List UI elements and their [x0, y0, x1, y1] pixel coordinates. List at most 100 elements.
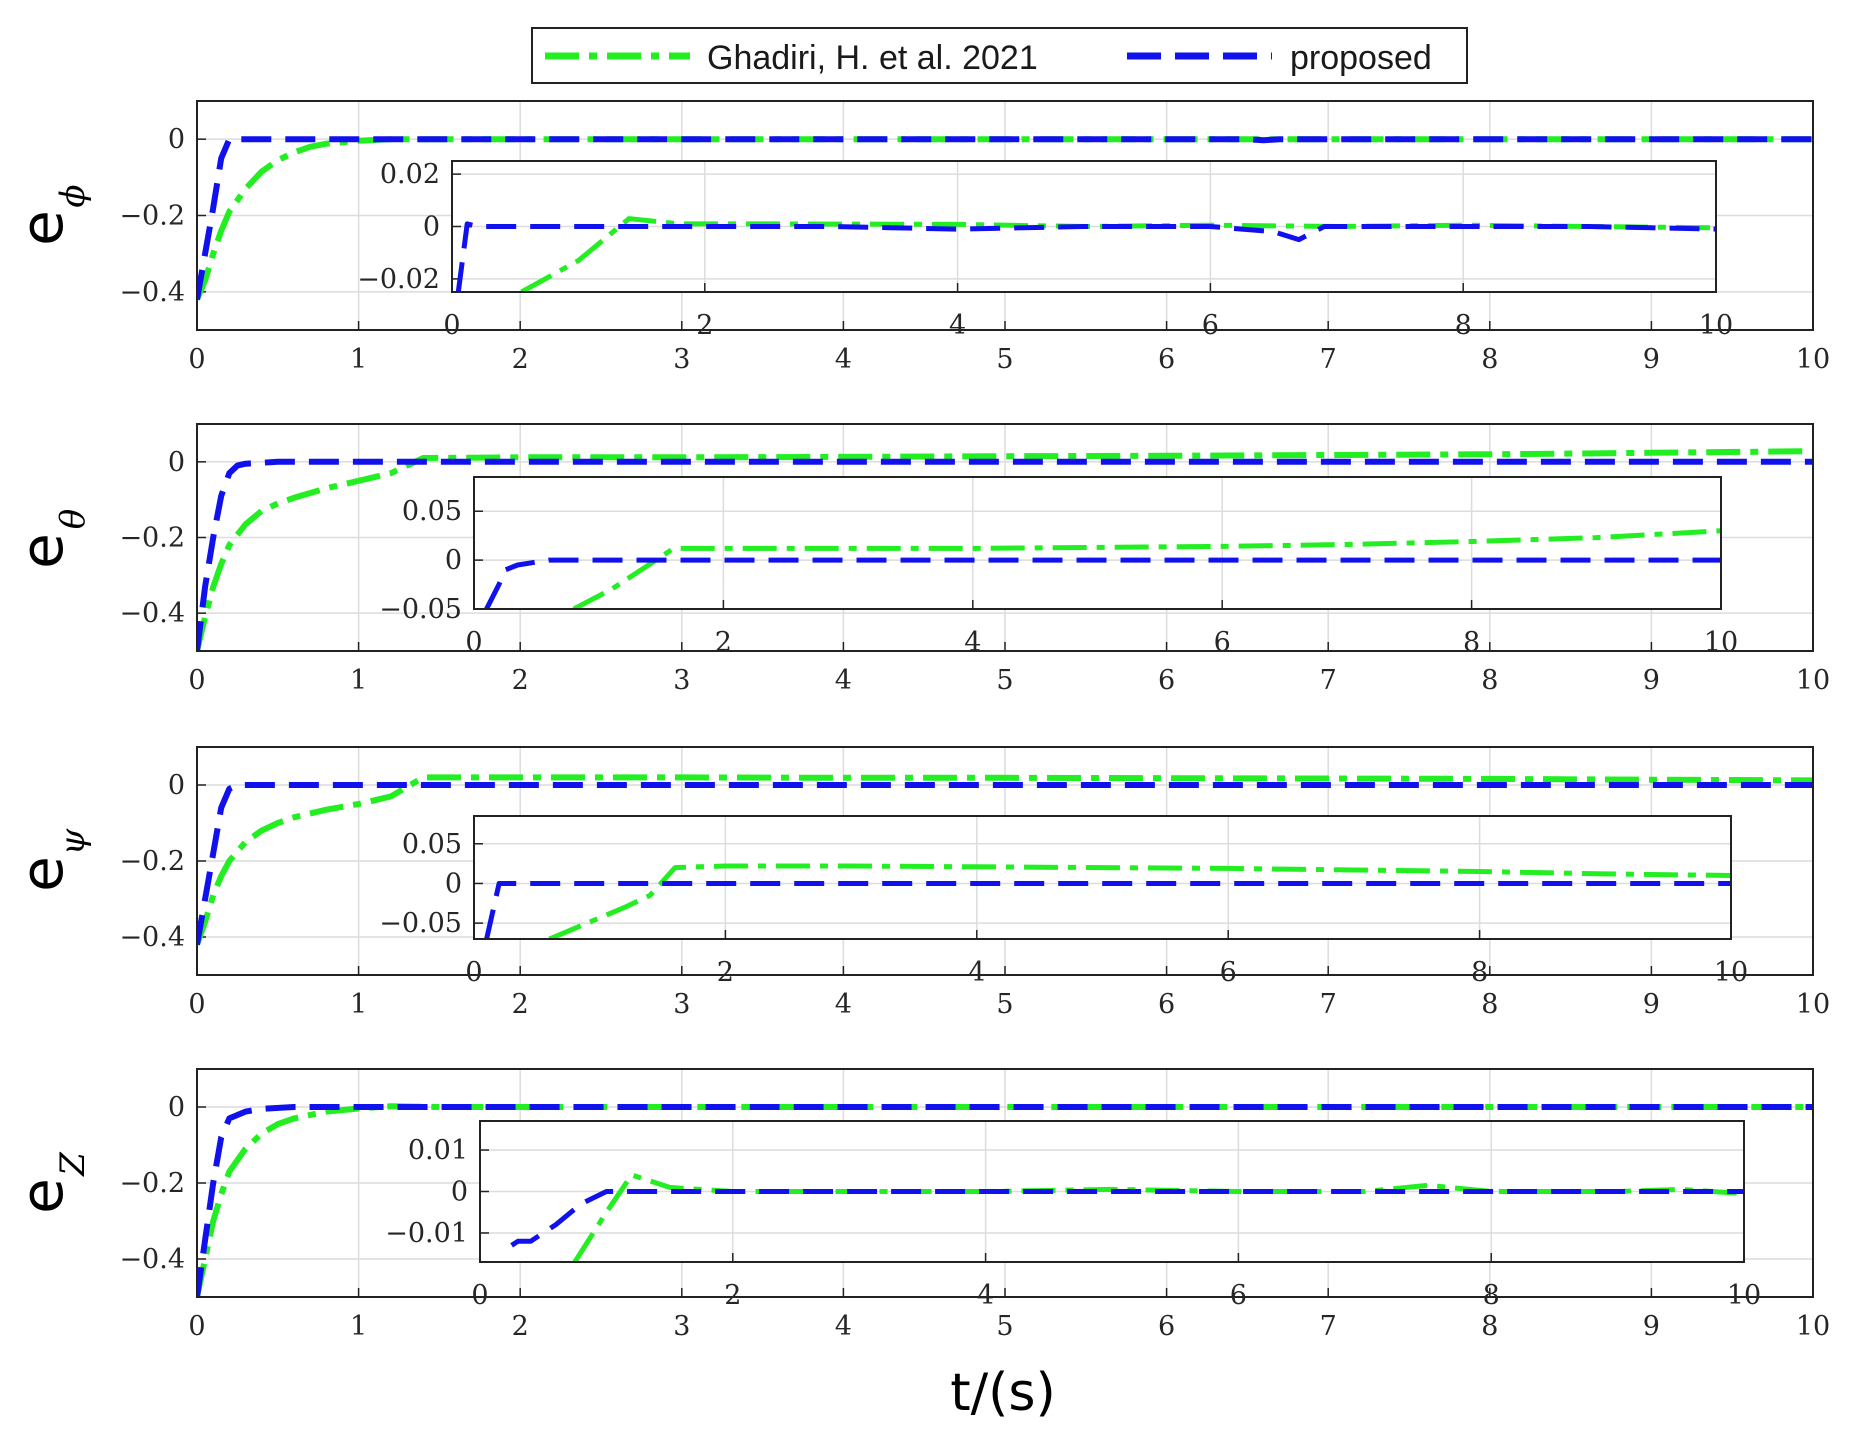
- inset-psi-ytick-label: −0.05: [379, 908, 462, 939]
- inset-phi-xtick-label: 4: [949, 310, 966, 341]
- panel-phi-ylabel-main: e: [8, 210, 76, 246]
- panel-z-xtick-label: 1: [350, 1311, 367, 1342]
- inset-theta-xtick-label: 4: [964, 627, 981, 658]
- panel-z-xtick-label: 7: [1320, 1311, 1337, 1342]
- inset-theta-axes: 0 2 4 6 8 100.050−0.05: [379, 476, 1738, 658]
- inset-theta-xtick-label: 6: [1214, 627, 1231, 658]
- panel-psi-ytick-label: −0.2: [119, 846, 185, 877]
- inset-z-xtick-label: 6: [1230, 1280, 1247, 1311]
- panel-z-ytick-label: −0.4: [119, 1244, 185, 1275]
- panel-phi-xtick-label: 6: [1158, 344, 1175, 375]
- panel-theta-xtick-label: 2: [512, 665, 529, 696]
- inset-psi-series-ghadiri: [548, 863, 1731, 939]
- inset-phi-ytick-label: 0.02: [380, 159, 440, 190]
- inset-z-xtick-label: 4: [977, 1280, 994, 1311]
- inset-theta-xtick-label: 8: [1463, 627, 1480, 658]
- panel-theta-xtick-label: 3: [673, 665, 690, 696]
- panel-z-xtick-label: 4: [835, 1311, 852, 1342]
- inset-psi-background: [474, 816, 1731, 939]
- panel-psi-xtick-label: 2: [512, 989, 529, 1020]
- inset-z-xtick-label: 8: [1483, 1280, 1500, 1311]
- panel-psi-xtick-label: 9: [1643, 989, 1660, 1020]
- inset-phi-xtick-label: 6: [1202, 310, 1219, 341]
- panel-theta-frame: [196, 423, 1814, 652]
- inset-z-frame: [479, 1120, 1745, 1263]
- inset-theta-ytick-label: 0.05: [402, 496, 462, 527]
- panel-z-xtick-label: 0: [188, 1311, 205, 1342]
- inset-psi-xtick-label: 0: [465, 957, 482, 988]
- panel-theta-ytick-label: −0.4: [119, 598, 185, 629]
- panel-z-xtick-label: 10: [1796, 1311, 1830, 1342]
- panel-z-xtick-label: 6: [1158, 1311, 1175, 1342]
- inset-psi-series-group: [484, 863, 1731, 939]
- panel-theta-ylabel: eθ: [8, 509, 93, 569]
- inset-psi-ytick-label: 0: [445, 868, 462, 899]
- panel-phi-xtick-label: 2: [512, 344, 529, 375]
- panel-z-xtick-label: 2: [512, 1311, 529, 1342]
- panel-theta-xtick-label: 4: [835, 665, 852, 696]
- panel-z-xtick-label: 3: [673, 1311, 690, 1342]
- panel-psi-xtick-label: 6: [1158, 989, 1175, 1020]
- panel-phi-ytick-label: −0.4: [119, 277, 185, 308]
- panel-phi-xtick-label: 1: [350, 344, 367, 375]
- panel-z-ylabel-sub: Z: [53, 1151, 93, 1177]
- inset-psi-xtick-label: 2: [717, 957, 734, 988]
- panel-phi-xtick-label: 8: [1481, 344, 1498, 375]
- inset-theta-ytick-label: 0: [445, 545, 462, 576]
- inset-phi-frame: [451, 160, 1717, 293]
- inset-psi-xtick-label: 8: [1471, 957, 1488, 988]
- inset-phi-axes: 0 2 4 6 8 100.020−0.02: [357, 159, 1733, 341]
- inset-z-series-group: [510, 1172, 1744, 1262]
- panel-psi-series-proposed: [197, 782, 1813, 946]
- inset-theta-xtick-label: 10: [1704, 627, 1738, 658]
- panel-theta-xtick-label: 7: [1320, 665, 1337, 696]
- inset-phi-xtick-label: 2: [696, 310, 713, 341]
- inset-theta-frame: [473, 476, 1722, 610]
- panel-phi-xtick-label: 9: [1643, 344, 1660, 375]
- panel-psi-xtick-label: 5: [996, 989, 1013, 1020]
- panel-psi-series-group: [197, 774, 1813, 946]
- panel-theta-xtick-label: 5: [996, 665, 1013, 696]
- panel-z-ylabel-main: e: [8, 1178, 76, 1214]
- panel-psi-xtick-label: 7: [1320, 989, 1337, 1020]
- inset-phi-xtick-label: 10: [1699, 310, 1733, 341]
- panel-phi-series-proposed: [197, 136, 1813, 301]
- inset-psi-series-proposed: [484, 881, 1731, 939]
- inset-z-xtick-label: 10: [1727, 1280, 1761, 1311]
- panel-theta-xtick-label: 0: [188, 665, 205, 696]
- panel-z-series-group: [197, 1103, 1813, 1297]
- panel-psi-xtick-label: 4: [835, 989, 852, 1020]
- inset-phi-ytick-label: 0: [423, 212, 440, 243]
- inset-theta-background: [474, 477, 1721, 609]
- panel-psi-ytick-label: −0.4: [119, 922, 185, 953]
- panel-phi-xtick-label: 3: [673, 344, 690, 375]
- panel-phi-series-group: [197, 136, 1813, 301]
- panel-psi-xtick-label: 3: [673, 989, 690, 1020]
- panel-z-ylabel: eZ: [8, 1151, 93, 1214]
- panel-theta-xtick-label: 10: [1796, 665, 1830, 696]
- panel-psi-frame: [196, 746, 1814, 976]
- panel-psi-series-ghadiri: [197, 774, 1813, 946]
- inset-psi-ytick-label: 0.05: [402, 829, 462, 860]
- inset-z-ytick-label: 0.01: [408, 1135, 468, 1166]
- panel-theta-ylabel-sub: θ: [53, 509, 93, 529]
- inset-theta-xtick-label: 2: [715, 627, 732, 658]
- legend-label-ghadiri: Ghadiri, H. et al. 2021: [707, 39, 1038, 77]
- inset-psi-xtick-label: 4: [968, 957, 985, 988]
- panel-theta-xtick-label: 6: [1158, 665, 1175, 696]
- x-axis-label: t/(s): [950, 1363, 1056, 1423]
- panel-psi-xtick-label: 1: [350, 989, 367, 1020]
- panel-z-ytick-label: −0.2: [119, 1168, 185, 1199]
- panel-phi-ytick-label: 0: [168, 124, 185, 155]
- inset-z-xtick-label: 0: [471, 1280, 488, 1311]
- inset-phi-series-group: [455, 216, 1716, 292]
- inset-theta-xtick-label: 0: [465, 627, 482, 658]
- panel-theta-series-ghadiri: [197, 448, 1813, 651]
- panel-phi-frame: [196, 100, 1814, 331]
- panel-theta-xtick-label: 1: [350, 665, 367, 696]
- panel-phi-xtick-label: 10: [1796, 344, 1830, 375]
- inset-theta-ytick-label: −0.05: [379, 594, 462, 625]
- legend-label-proposed: proposed: [1290, 39, 1432, 77]
- panel-z-ytick-label: 0: [168, 1092, 185, 1123]
- panel-psi-xtick-label: 8: [1481, 989, 1498, 1020]
